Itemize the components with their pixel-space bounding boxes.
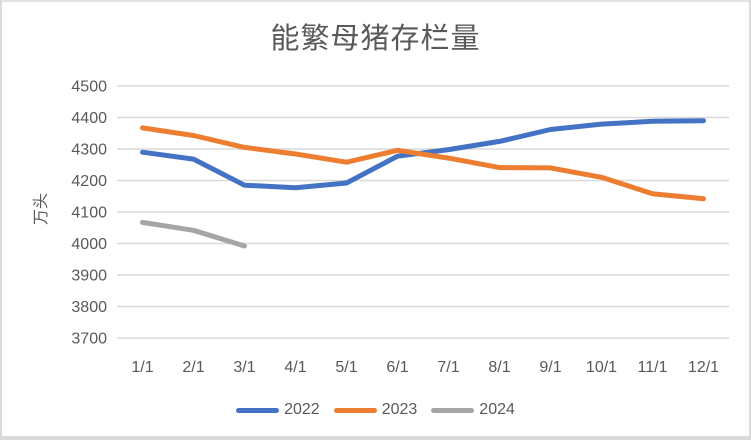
series-line-2024: [140, 219, 247, 249]
legend-item-2022[interactable]: 2022: [236, 401, 320, 419]
y-tick-label: 3700: [71, 331, 107, 348]
legend-swatch-2022: [236, 407, 280, 413]
x-tick-label: 12/1: [688, 359, 719, 376]
x-tick-label: 8/1: [488, 359, 510, 376]
legend-swatch-2024: [431, 407, 475, 413]
legend-item-2024[interactable]: 2024: [431, 401, 515, 419]
x-tick-label: 11/1: [638, 359, 668, 376]
legend-swatch-2023: [333, 407, 377, 413]
y-tick-label: 4300: [71, 142, 107, 159]
x-tick-label: 10/1: [586, 359, 617, 376]
x-tick-label: 1/1: [131, 359, 153, 376]
legend-label: 2024: [479, 401, 515, 418]
legend-item-2023[interactable]: 2023: [333, 401, 418, 419]
y-tick-label: 4000: [71, 236, 107, 253]
x-tick-label: 5/1: [335, 359, 357, 376]
chart-legend: 2022 2023 2024: [2, 399, 749, 421]
y-tick-label: 4500: [71, 79, 107, 96]
x-tick-label: 4/1: [284, 359, 306, 376]
y-tick-label: 4400: [71, 110, 107, 127]
y-tick-label: 4200: [71, 173, 107, 190]
x-tick-label: 3/1: [233, 359, 255, 376]
legend-label: 2022: [284, 401, 320, 418]
y-axis-title: 万头: [32, 193, 50, 225]
x-tick-label: 7/1: [437, 359, 459, 376]
x-tick-label: 9/1: [539, 359, 561, 376]
y-tick-label: 3900: [71, 268, 107, 285]
y-tick-label: 3800: [71, 299, 107, 316]
series-line-2023: [140, 125, 706, 202]
x-tick-label: 6/1: [386, 359, 408, 376]
legend-label: 2023: [381, 401, 418, 418]
x-tick-label: 2/1: [182, 359, 204, 376]
chart-title: 能繁母猪存栏量: [270, 23, 481, 55]
y-tick-label: 4100: [71, 205, 107, 222]
